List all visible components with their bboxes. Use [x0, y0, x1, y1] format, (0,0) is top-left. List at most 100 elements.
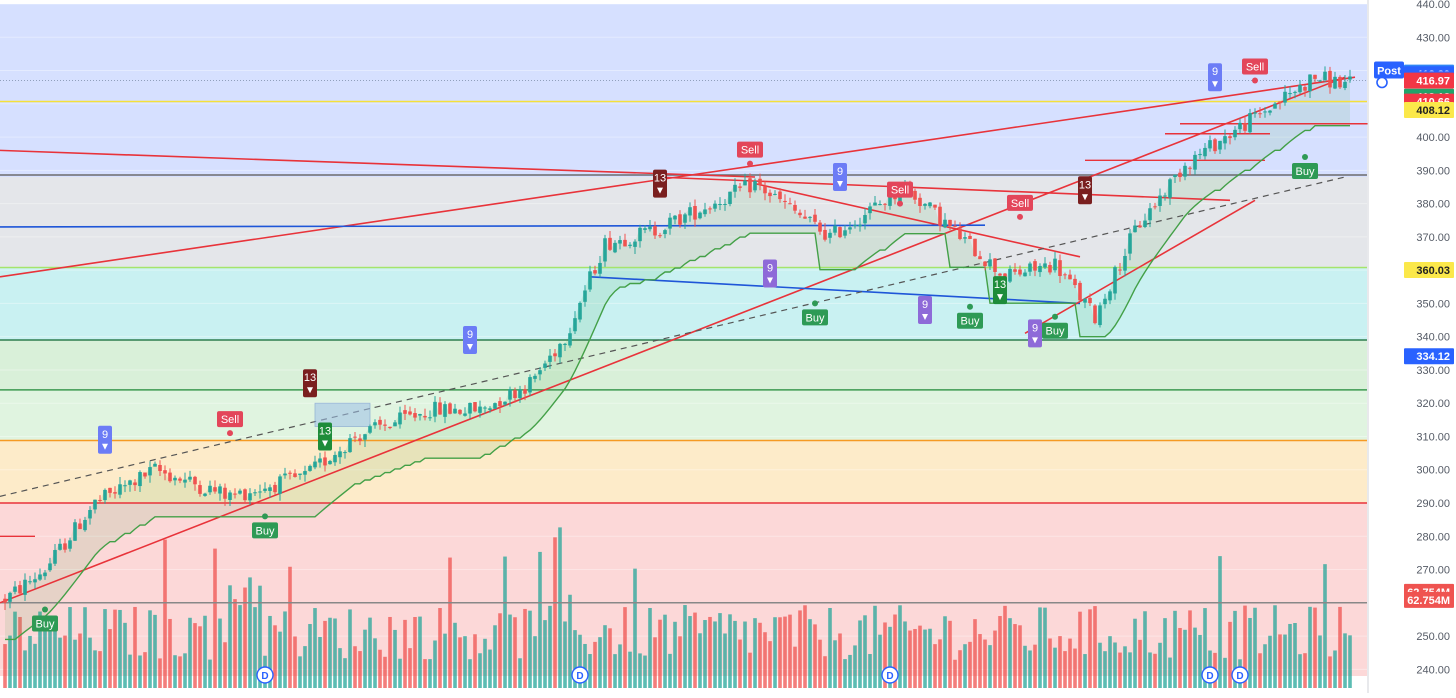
candle-body: [488, 408, 492, 410]
buy-signal[interactable]: Buy: [252, 513, 278, 539]
volume-bar: [733, 620, 737, 688]
volume-bar: [238, 605, 242, 688]
volume-bar: [828, 608, 832, 688]
candle-body: [513, 390, 517, 399]
sell-signal[interactable]: Sell: [737, 141, 763, 167]
trendline[interactable]: [0, 149, 756, 178]
volume-bar: [408, 648, 412, 688]
volume-bar: [268, 615, 272, 688]
volume-bar: [323, 620, 327, 688]
y-tick-label: 440.00: [1416, 0, 1450, 11]
trendlines[interactable]: [0, 76, 1375, 604]
post-price-dot[interactable]: [1376, 76, 1388, 89]
volume-bar: [1293, 622, 1297, 688]
volume-bar: [1098, 642, 1102, 688]
volume-bar: [1108, 636, 1112, 688]
volume-bar: [218, 618, 222, 688]
candle-body: [853, 224, 857, 226]
signal-badge: [887, 181, 913, 198]
dividend-marker[interactable]: D: [256, 666, 274, 684]
candle-body: [1233, 129, 1237, 138]
candle-body: [1288, 93, 1292, 95]
volume-bar: [748, 652, 752, 688]
signal-dot: [1052, 313, 1058, 320]
volume-bar: [868, 654, 872, 688]
candle-body: [493, 403, 497, 409]
volume-bar: [503, 556, 507, 688]
count-marker: 9: [98, 425, 112, 454]
price-badge-box: [1404, 262, 1454, 279]
volume-bar: [1033, 644, 1037, 688]
y-tick-label: 270.00: [1416, 565, 1450, 577]
buy-signal[interactable]: Buy: [802, 300, 828, 326]
candle-body: [103, 489, 107, 501]
candle-body: [28, 581, 32, 583]
volume-bar: [998, 616, 1002, 688]
candle-body: [13, 586, 17, 592]
candle-body: [118, 484, 122, 495]
candle-body: [1278, 101, 1282, 104]
candle-body: [1308, 74, 1312, 92]
candle-body: [1118, 269, 1122, 271]
volume-bar: [303, 646, 307, 688]
candle-body: [1033, 261, 1037, 271]
candle-body: [538, 370, 542, 375]
candle-body: [328, 461, 332, 465]
volume-bar: [1228, 621, 1232, 688]
candle-body: [348, 438, 352, 453]
dividend-marker[interactable]: D: [1231, 666, 1249, 684]
volume-bar: [213, 548, 217, 688]
sell-signal[interactable]: Sell: [887, 181, 913, 207]
candle-body: [628, 244, 632, 246]
candle-body: [108, 487, 112, 493]
volume-bar: [1188, 610, 1192, 688]
price-badges: 419.37418.89417.37416.97412.12410.66408.…: [1404, 64, 1454, 608]
trendline[interactable]: [0, 76, 1346, 604]
candle-body: [543, 363, 547, 368]
buy-signal[interactable]: Buy: [1042, 313, 1068, 339]
buy-signal[interactable]: Buy: [1292, 154, 1318, 180]
volume-bar: [483, 638, 487, 688]
trendline[interactable]: [0, 76, 1356, 278]
post-marker[interactable]: Post: [1374, 61, 1404, 89]
sell-signal[interactable]: Sell: [1242, 58, 1268, 84]
volume-bar: [578, 634, 582, 688]
buy-signal[interactable]: Buy: [32, 606, 58, 632]
volume-bar: [1253, 607, 1257, 688]
candle-body: [843, 230, 847, 236]
candle-body: [83, 519, 87, 531]
candle-body: [418, 414, 422, 416]
dividend-marker[interactable]: D: [571, 666, 589, 684]
candle-body: [203, 493, 207, 496]
sell-signal[interactable]: Sell: [1007, 194, 1033, 220]
candle-body: [78, 523, 82, 530]
consolidation-box[interactable]: [314, 402, 371, 427]
sell-signal[interactable]: Sell: [217, 411, 243, 437]
count-marker-label: 13: [654, 173, 666, 185]
candle-body: [978, 256, 982, 260]
count-marker: 13: [993, 276, 1007, 305]
dividend-marker[interactable]: D: [1201, 666, 1219, 684]
candle-body: [633, 241, 637, 247]
candle-body: [818, 222, 822, 232]
candle-body: [1188, 167, 1192, 169]
trendline[interactable]: [754, 182, 1081, 258]
count-marker-box: [993, 276, 1007, 305]
count-marker-box: [303, 369, 317, 398]
y-tick-label: 330.00: [1416, 365, 1450, 377]
trendline[interactable]: [1024, 199, 1256, 335]
volume-bar: [1113, 642, 1117, 688]
volume-bar: [453, 622, 457, 688]
volume-bar: [738, 639, 742, 688]
candle-body: [933, 204, 937, 208]
candle-body: [198, 485, 202, 494]
volume-bar: [968, 641, 972, 688]
buy-signal[interactable]: Buy: [957, 303, 983, 329]
dividend-marker[interactable]: D: [881, 666, 899, 684]
volume-bar: [1008, 618, 1012, 688]
candle-body: [783, 200, 787, 203]
candle-body: [613, 242, 617, 253]
candle-body: [658, 235, 662, 237]
